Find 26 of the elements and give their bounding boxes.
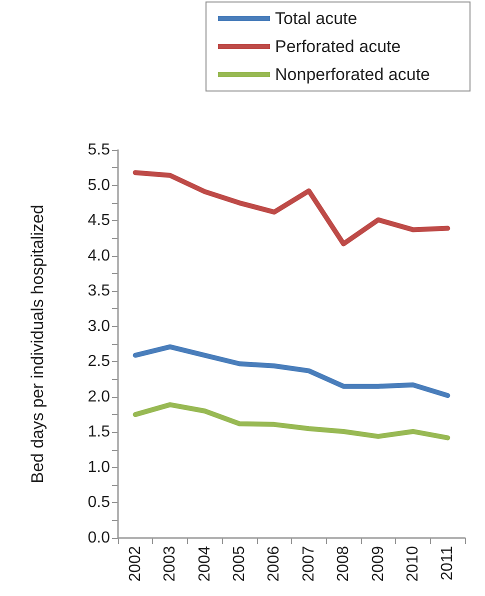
x-tick-label: 2003	[162, 546, 179, 582]
y-axis-title: Bed days per individuals hospitalized	[28, 204, 47, 484]
x-tick-label: 2007	[300, 546, 318, 582]
y-tick-label: 4.0	[88, 247, 110, 264]
x-tick-label: 2011	[439, 546, 456, 580]
legend-label: Total acute	[275, 9, 358, 28]
y-tick-label: 4.5	[88, 212, 110, 230]
x-tick-label: 2006	[266, 546, 283, 582]
x-tick-label: 2002	[126, 546, 144, 582]
x-tick-label: 2005	[230, 546, 248, 582]
legend-label: Nonperforated acute	[275, 65, 430, 84]
y-tick-label: 5.5	[88, 142, 110, 158]
y-tick-label: 0.5	[88, 494, 110, 512]
y-tick-label: 3.0	[88, 318, 110, 335]
y-tick-label: 1.0	[88, 458, 110, 476]
x-tick-label: 2009	[370, 546, 387, 582]
x-tick-label: 2010	[404, 546, 422, 582]
x-tick-label: 2008	[335, 546, 352, 582]
y-tick-label: 1.5	[88, 424, 110, 441]
x-tick-label: 2004	[196, 546, 214, 582]
y-tick-label: 5.0	[88, 176, 110, 194]
y-tick-label: 2.5	[88, 353, 110, 370]
y-tick-label: 0.0	[88, 530, 110, 546]
y-tick-label: 2.0	[88, 388, 110, 406]
y-tick-label: 3.5	[88, 282, 110, 300]
legend-label: Perforated acute	[275, 37, 401, 56]
